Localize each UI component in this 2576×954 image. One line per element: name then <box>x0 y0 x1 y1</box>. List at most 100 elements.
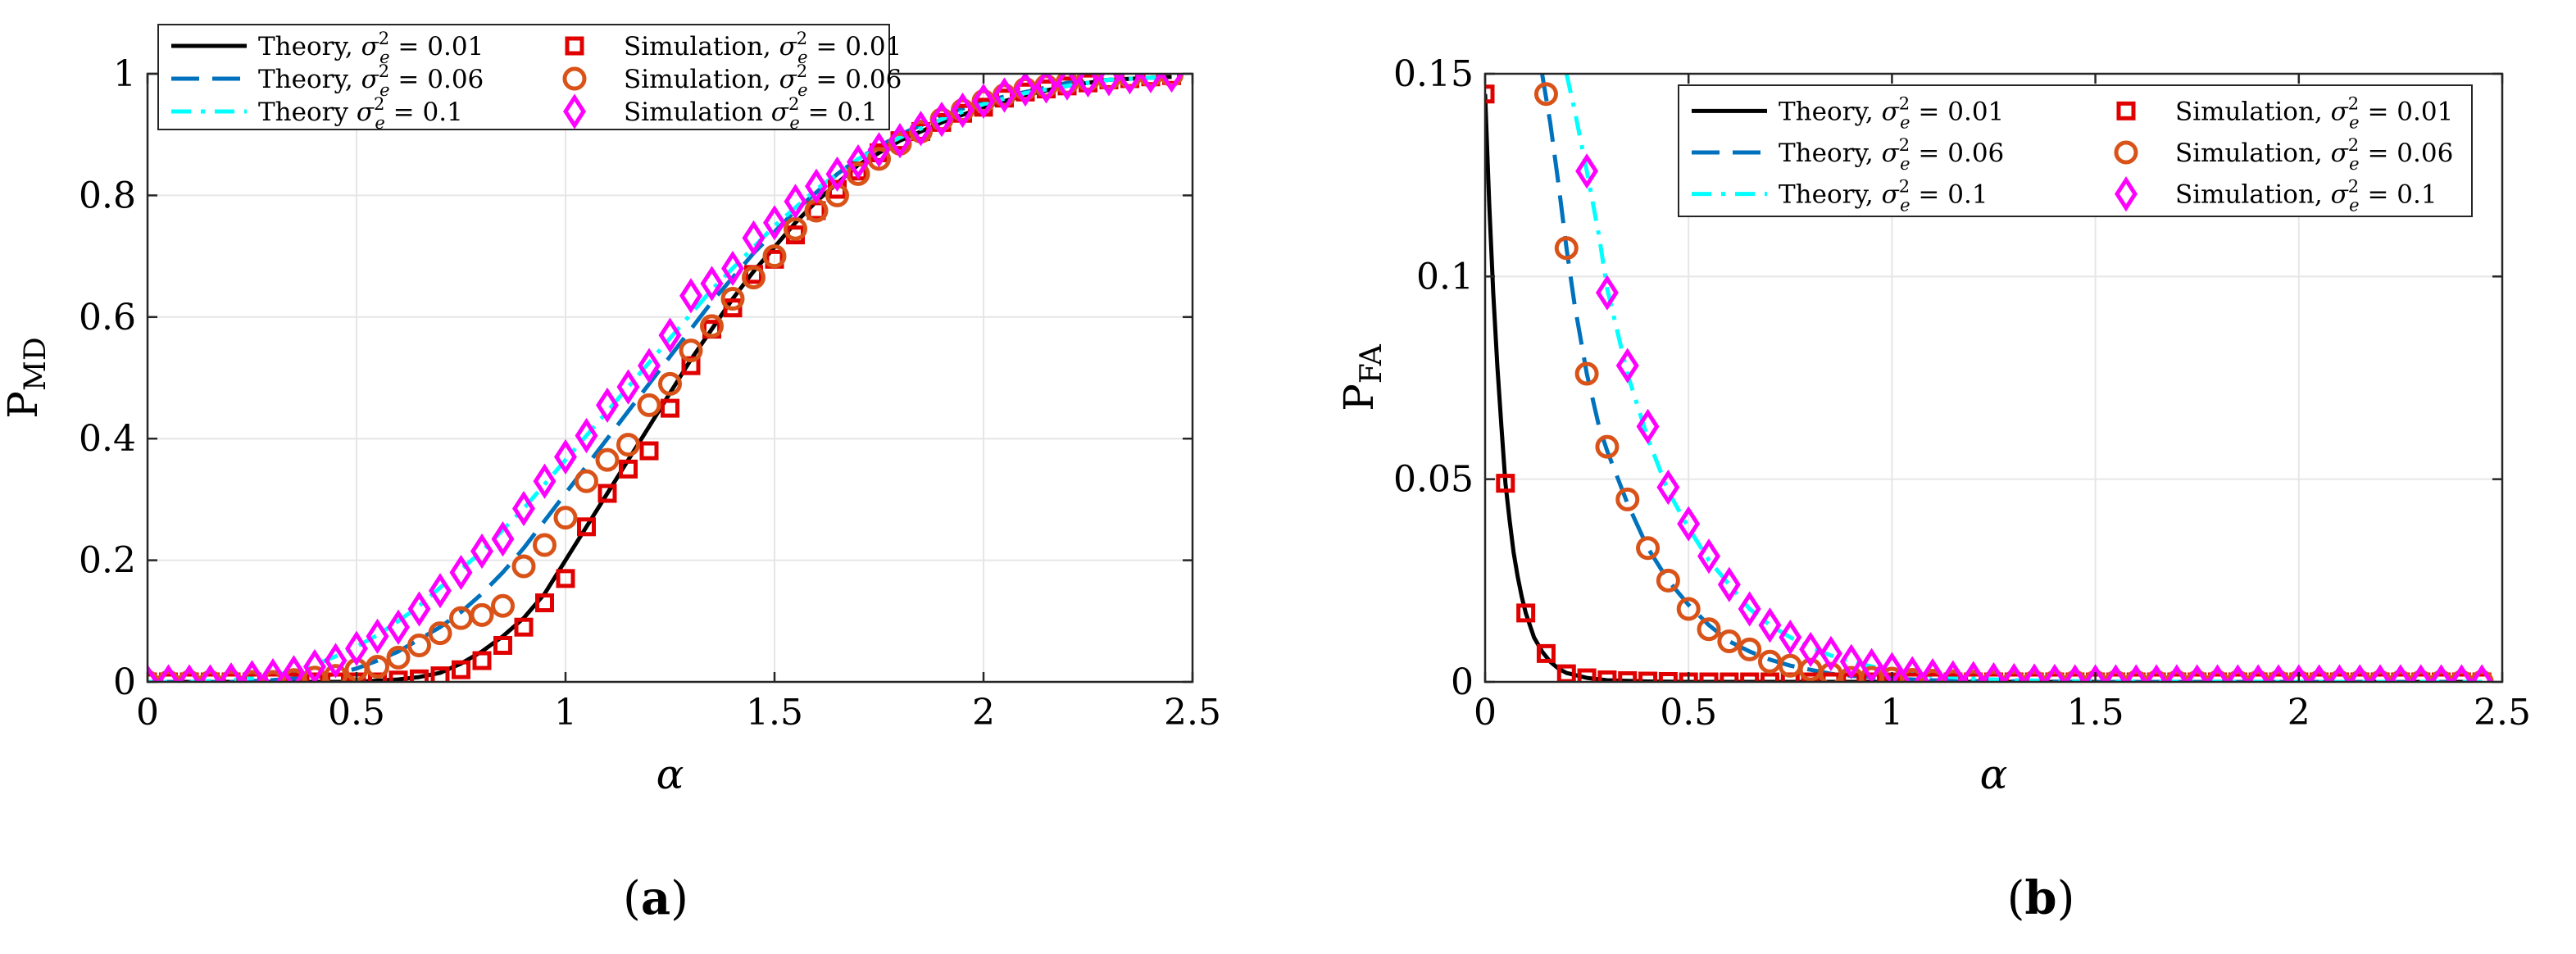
series-marker-point <box>2104 664 2128 682</box>
series-marker-point <box>493 635 512 655</box>
series-marker-point <box>2004 672 2024 682</box>
series-marker-point <box>178 664 201 682</box>
series-marker-point <box>1902 672 1922 682</box>
series-marker-point <box>177 670 202 682</box>
series-marker-point <box>619 459 638 479</box>
series-marker-point <box>847 143 870 180</box>
series-marker-point <box>159 672 178 682</box>
series-group <box>1485 74 2494 682</box>
series-marker-point <box>1697 617 1721 642</box>
y-axis-label: PFA <box>1335 343 1388 411</box>
series-marker-point <box>2350 672 2369 682</box>
series-marker-point <box>2206 670 2230 682</box>
series-marker-point <box>1984 672 2003 682</box>
series-marker-point <box>2063 670 2088 682</box>
series-marker-point <box>661 398 679 418</box>
x-tick-label: 1 <box>1880 692 1903 734</box>
series-marker-point <box>1923 672 1942 682</box>
series-marker-point <box>1496 474 1515 493</box>
y-tick-label: 1 <box>113 53 136 95</box>
series-marker-point <box>888 123 911 159</box>
series-marker-point <box>2185 664 2209 682</box>
panel-b: 0 0.5 1 1.5 2 2.5 0 0.05 0.1 0.15 α PFA (b) Theory, σ… <box>1335 53 2531 925</box>
series-marker-point <box>1676 597 1701 621</box>
series-marker-point <box>2469 670 2494 682</box>
series-marker-point <box>1819 635 1842 671</box>
series-marker-point <box>261 657 284 682</box>
series-marker-point <box>2450 664 2474 682</box>
series-marker-point <box>410 669 429 682</box>
series-marker-point <box>1533 82 1558 107</box>
series-marker-point <box>2347 670 2372 682</box>
series-marker-point <box>554 438 577 475</box>
series-marker-point <box>2045 672 2065 682</box>
series-marker-point <box>2225 670 2250 682</box>
series-marker-point <box>491 593 515 618</box>
series-marker-point <box>1118 74 1142 95</box>
series-marker-point <box>1575 153 1599 189</box>
series-marker-point <box>1160 74 1184 93</box>
series-marker-point <box>2287 664 2310 682</box>
series-marker-point <box>324 643 348 679</box>
series-marker-point <box>2409 664 2433 682</box>
series-marker-point <box>1618 671 1638 682</box>
series-marker-point <box>1758 607 1782 643</box>
series-marker-point <box>1982 661 2006 682</box>
series-marker-point <box>1821 672 1841 682</box>
series-marker-point <box>2328 664 2351 682</box>
series-marker-point <box>658 371 682 396</box>
series-marker-point <box>243 672 261 682</box>
series-marker-point <box>2432 672 2451 682</box>
series-marker-point <box>639 441 659 461</box>
series-marker-point <box>700 266 724 302</box>
series-marker-point <box>511 554 536 579</box>
x-tick-label: 0.5 <box>328 692 385 734</box>
series-marker-point <box>2023 663 2047 682</box>
legend-marker-swatch <box>563 93 586 129</box>
series-marker-point <box>1595 434 1620 459</box>
series-marker-point <box>220 662 243 682</box>
x-tick-label: 2 <box>972 692 995 734</box>
series-marker-point <box>1901 656 1924 682</box>
series-marker-point <box>2185 670 2210 682</box>
series-marker-point <box>1880 652 1904 682</box>
series-marker-point <box>1862 672 1882 682</box>
series-marker-point <box>951 92 975 129</box>
series-marker-point <box>1964 672 1983 682</box>
x-tick-label: 1 <box>554 692 577 734</box>
series-marker-point <box>2147 672 2166 682</box>
series-marker-point <box>1014 74 1037 107</box>
series-marker-point <box>2269 672 2288 682</box>
series-marker-point <box>2368 670 2392 682</box>
series-marker-point <box>2188 672 2207 682</box>
series-marker-point <box>972 83 995 119</box>
series-marker-point <box>2310 672 2329 682</box>
series-marker-point <box>514 617 534 637</box>
legend-marker-swatch <box>2115 176 2138 212</box>
series-marker-point <box>387 609 410 645</box>
series-marker-point <box>762 244 787 269</box>
series-marker-point <box>2248 672 2268 682</box>
series-marker-point <box>284 672 303 682</box>
legend-entry-label: Simulation, σ2 e = 0.1 <box>2175 177 2437 216</box>
series-marker-point <box>909 111 933 147</box>
panel-a: 0 0.5 1 1.5 2 2.5 0 0.2 0.4 0.6 0.8 1 α PMD (a) Theory,… <box>0 24 1221 925</box>
x-tick-label: 2.5 <box>2474 692 2531 734</box>
series-marker-point <box>1740 672 1760 682</box>
series-marker-point <box>763 205 786 241</box>
series-marker-point <box>1574 361 1599 386</box>
series-marker-point <box>386 645 411 670</box>
series-marker-point <box>2228 672 2247 682</box>
series-marker-point <box>595 447 620 472</box>
series-marker-point <box>2429 670 2454 682</box>
y-tick-label: 0.8 <box>79 175 136 216</box>
x-tick-label: 0 <box>1474 692 1497 734</box>
series-marker-point <box>1597 670 1617 682</box>
series-marker-point <box>2226 664 2250 682</box>
series-marker-point <box>679 338 703 363</box>
series-marker-point <box>867 132 891 168</box>
series-marker-point <box>2124 664 2148 682</box>
